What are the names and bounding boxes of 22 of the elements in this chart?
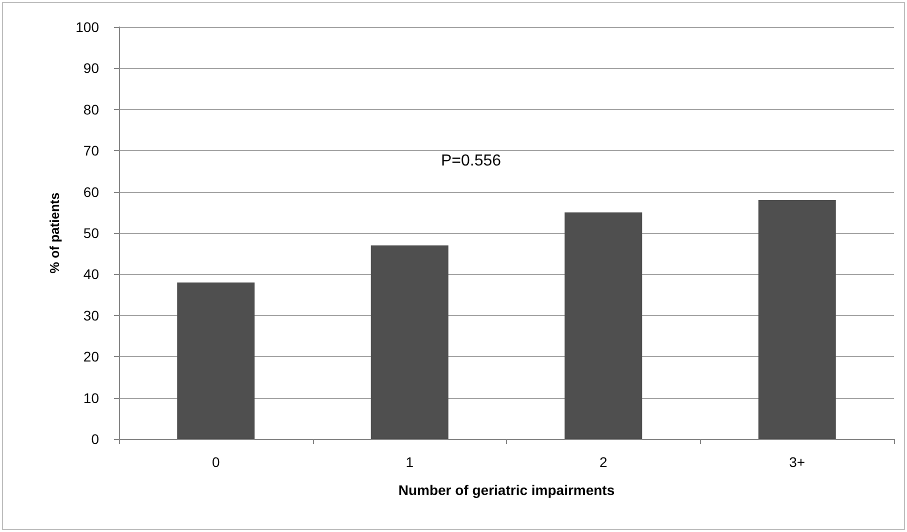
bar	[758, 200, 836, 439]
y-tick-label: 100	[76, 19, 100, 35]
y-axis-title: % of patients	[47, 192, 62, 274]
x-tick-label: 1	[406, 454, 414, 470]
y-tick-label: 90	[83, 60, 100, 76]
y-tick-label: 30	[83, 307, 100, 324]
x-tick-label: 2	[599, 454, 608, 470]
y-tick-label: 0	[91, 431, 100, 447]
y-tick-label: 40	[83, 266, 100, 282]
x-tick-label: 3+	[789, 454, 806, 470]
bar	[177, 282, 255, 439]
y-tick-label: 20	[83, 348, 100, 365]
y-tick-label: 60	[83, 184, 100, 200]
x-axis-title: Number of geriatric impairments	[398, 482, 615, 498]
y-tick-label: 80	[83, 101, 100, 118]
y-tick-label: 10	[83, 390, 100, 406]
y-tick-label: 70	[83, 142, 100, 159]
annotation: P=0.556	[441, 152, 502, 170]
x-tick-label: 0	[212, 454, 220, 470]
y-tick-label: 50	[83, 225, 100, 241]
bar	[564, 212, 642, 439]
bar	[370, 245, 448, 439]
